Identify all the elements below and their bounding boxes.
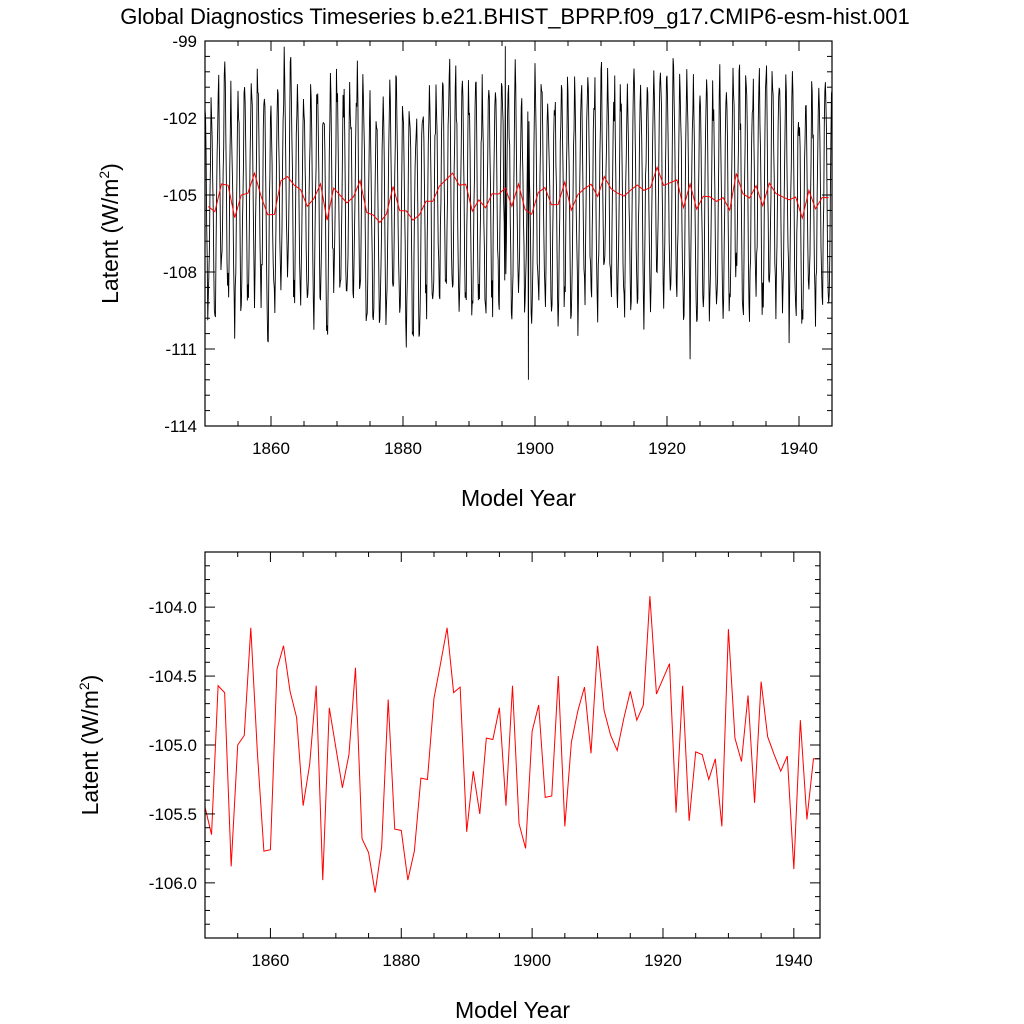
y-axis-title-close: ) <box>97 163 123 171</box>
y-tick-label: -104.0 <box>149 598 197 617</box>
series-line-annual <box>207 165 829 224</box>
y-axis-title-close: ) <box>77 675 103 683</box>
y-axis-title: Latent (W/m2) <box>76 675 103 816</box>
y-tick-label: -114 <box>164 417 197 436</box>
x-tick-label: 1940 <box>775 951 813 970</box>
panel-top: 1860 1880 1900 1920 1940 -114 -111 -108 -105 -102… <box>96 32 833 511</box>
y-tick-label: -111 <box>165 340 197 359</box>
y-tick-label: -102 <box>163 109 197 128</box>
x-axis-title: Model Year <box>461 485 576 511</box>
y-tick-label: -104.5 <box>149 667 197 686</box>
x-tick-label: 1860 <box>252 951 290 970</box>
series-line-monthly <box>205 46 832 380</box>
y-axis-title-sup: 2 <box>96 171 112 179</box>
y-axis-title: Latent (W/m2) <box>96 163 123 304</box>
plot-frame <box>204 551 821 939</box>
x-tick-label: 1880 <box>384 439 422 458</box>
x-axis-title: Model Year <box>455 997 570 1023</box>
x-tick-label: 1900 <box>516 439 554 458</box>
plot-frame <box>204 40 833 427</box>
x-tick-label: 1940 <box>780 439 818 458</box>
y-axis-title-main: Latent (W/m <box>97 179 123 304</box>
y-tick-label: -99 <box>172 32 197 51</box>
panel-bottom: 1860 1880 1900 1920 1940 -106.0 -105.5 -105.0 -1… <box>76 551 821 1023</box>
x-tick-label: 1920 <box>648 439 686 458</box>
y-tick-label: -105.5 <box>149 805 197 824</box>
x-tick-label: 1880 <box>382 951 420 970</box>
x-tick-label: 1920 <box>644 951 682 970</box>
y-tick-label: -105 <box>163 186 197 205</box>
y-axis-title-main: Latent (W/m <box>77 690 103 815</box>
y-tick-label: -108 <box>163 263 197 282</box>
x-tick-label: 1860 <box>252 439 290 458</box>
x-tick-label: 1900 <box>513 951 551 970</box>
y-tick-label: -106.0 <box>149 874 197 893</box>
figure-title: Global Diagnostics Timeseries b.e21.BHIS… <box>120 4 910 29</box>
series-line-annual <box>205 596 820 893</box>
y-tick-label: -105.0 <box>149 736 197 755</box>
y-axis-title-sup: 2 <box>76 682 92 690</box>
